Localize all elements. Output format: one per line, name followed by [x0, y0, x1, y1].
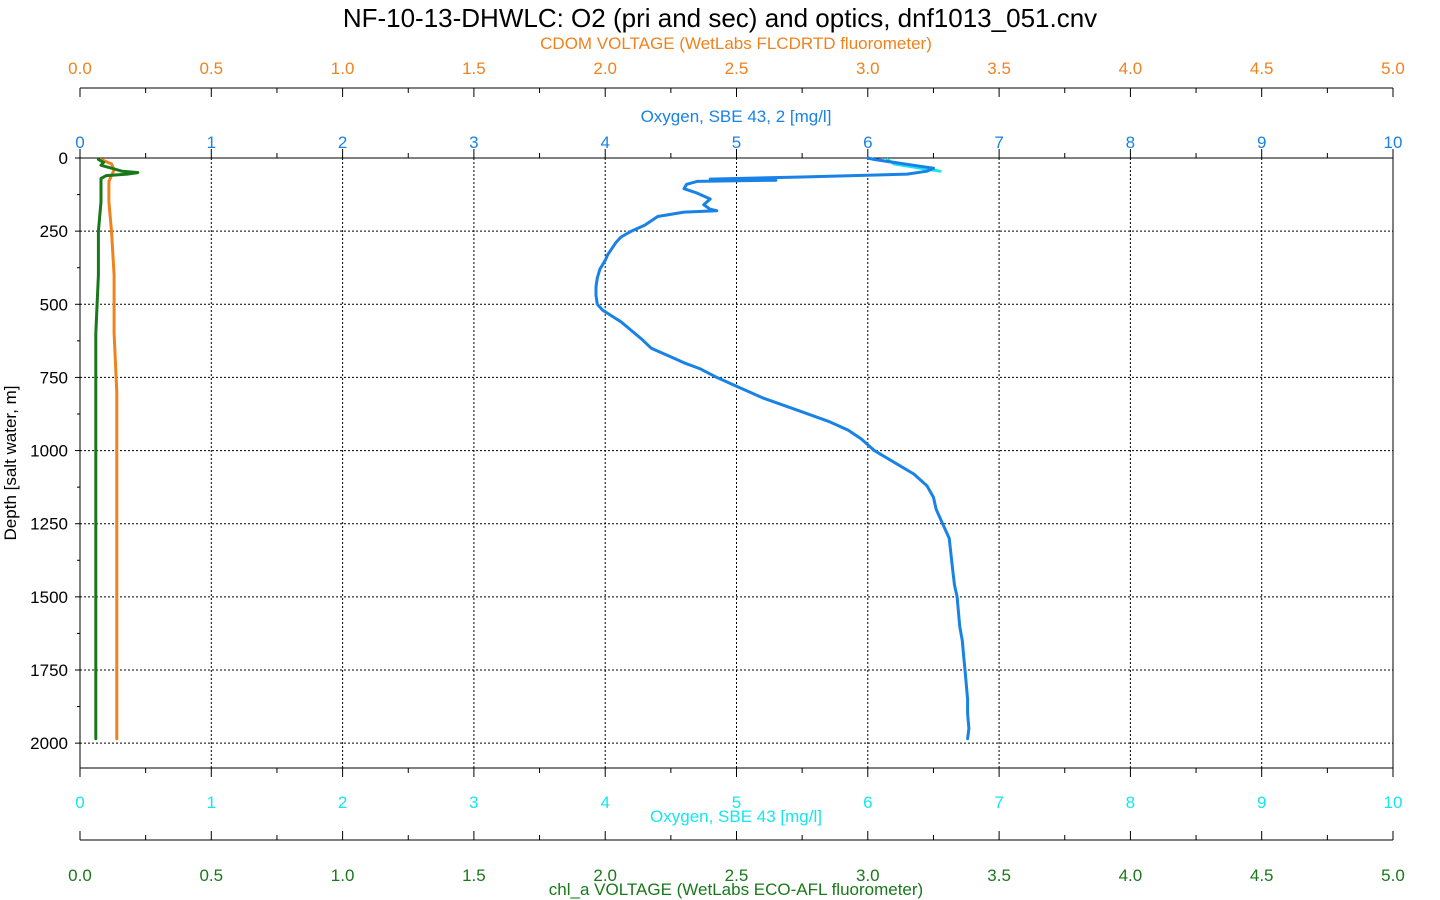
oxygen-tick-label: 4	[600, 793, 609, 812]
oxygen2-tick-label: 2	[338, 133, 347, 152]
oxygen2-tick-label: 6	[863, 133, 872, 152]
chl-tick-label: 3.5	[987, 866, 1011, 885]
oxygen2-tick-label: 5	[732, 133, 741, 152]
chl-tick-label: 1.0	[331, 866, 355, 885]
chl-tick-label: 4.0	[1119, 866, 1143, 885]
cdom-tick-label: 3.5	[987, 59, 1011, 78]
chl-axis-label: chl_a VOLTAGE (WetLabs ECO-AFL fluoromet…	[549, 880, 923, 899]
oxygen-tick-label: 1	[207, 793, 216, 812]
oxygen-tick-label: 3	[469, 793, 478, 812]
chart-title: NF-10-13-DHWLC: O2 (pri and sec) and opt…	[343, 3, 1097, 33]
cdom-tick-label: 1.5	[462, 59, 486, 78]
depth-tick-label: 2000	[30, 734, 68, 753]
cdom-tick-label: 1.0	[331, 59, 355, 78]
oxygen2-tick-label: 9	[1257, 133, 1266, 152]
oxygen-axis: 0 1 2 3 4 5 6 7 8 9 10	[75, 768, 1402, 812]
cdom-tick-label: 4.5	[1250, 59, 1274, 78]
chl-tick-label: 0.5	[199, 866, 223, 885]
cdom-tick-label: 4.0	[1119, 59, 1143, 78]
depth-tick-label: 1500	[30, 588, 68, 607]
depth-tick-label: 750	[40, 368, 68, 387]
oxygen2-tick-label: 7	[994, 133, 1003, 152]
depth-tick-label: 1000	[30, 442, 68, 461]
oxygen-tick-label: 9	[1257, 793, 1266, 812]
oxygen-axis-label: Oxygen, SBE 43 [mg/l]	[650, 807, 822, 826]
oxygen2-tick-label: 8	[1126, 133, 1135, 152]
oxygen-tick-label: 5	[732, 793, 741, 812]
cdom-tick-label: 3.0	[856, 59, 880, 78]
oxygen-tick-label: 7	[994, 793, 1003, 812]
cdom-axis-label: CDOM VOLTAGE (WetLabs FLCDRTD fluoromete…	[540, 34, 932, 53]
chl-tick-label: 3.0	[856, 866, 880, 885]
chl-tick-label: 2.5	[725, 866, 749, 885]
cdom-tick-label: 0.5	[199, 59, 223, 78]
depth-tick-label: 1750	[30, 661, 68, 680]
oxygen2-axis-label: Oxygen, SBE 43, 2 [mg/l]	[641, 107, 832, 126]
oxygen2-axis: 0 1 2 3 4 5 6 7 8 9 10	[75, 133, 1402, 158]
depth-axis-label: Depth [salt water, m]	[1, 386, 20, 541]
depth-tick-label: 250	[40, 222, 68, 241]
oxygen2-tick-label: 1	[207, 133, 216, 152]
oxygen-tick-label: 0	[75, 793, 84, 812]
depth-axis: 0 250 500 750 1000 1250 1500 1750 2000	[30, 149, 80, 753]
oxygen-tick-label: 2	[338, 793, 347, 812]
cdom-tick-label: 5.0	[1381, 59, 1405, 78]
oxygen2-tick-label: 10	[1384, 133, 1403, 152]
grid-lines	[80, 158, 1393, 768]
depth-tick-label: 0	[59, 149, 68, 168]
cdom-series-line	[99, 158, 119, 741]
oxygen2-series-line	[594, 156, 971, 741]
data-series	[94, 156, 971, 741]
oxygen2-tick-label: 0	[75, 133, 84, 152]
chl-tick-label: 5.0	[1381, 866, 1405, 885]
chl-series-line	[94, 158, 140, 741]
chl-tick-label: 1.5	[462, 866, 486, 885]
oxygen-tick-label: 6	[863, 793, 872, 812]
cdom-tick-label: 2.5	[725, 59, 749, 78]
chl-tick-label: 0.0	[68, 866, 92, 885]
chl-tick-label: 2.0	[593, 866, 617, 885]
cdom-tick-label: 2.0	[593, 59, 617, 78]
depth-tick-label: 500	[40, 295, 68, 314]
oxygen2-tick-label: 3	[469, 133, 478, 152]
oxygen-tick-label: 8	[1126, 793, 1135, 812]
chl-tick-label: 4.5	[1250, 866, 1274, 885]
cdom-axis: 0.0 0.5 1.0 1.5 2.0 2.5 3.0 3.5 4.0 4.5 5.0	[68, 59, 1405, 97]
cdom-tick-label: 0.0	[68, 59, 92, 78]
oxygen2-tick-label: 4	[600, 133, 609, 152]
chl-axis: 0.0 0.5 1.0 1.5 2.0 2.5 3.0 3.5 4.0 4.5 5.0	[68, 831, 1405, 885]
oxygen-tick-label: 10	[1384, 793, 1403, 812]
depth-tick-label: 1250	[30, 515, 68, 534]
